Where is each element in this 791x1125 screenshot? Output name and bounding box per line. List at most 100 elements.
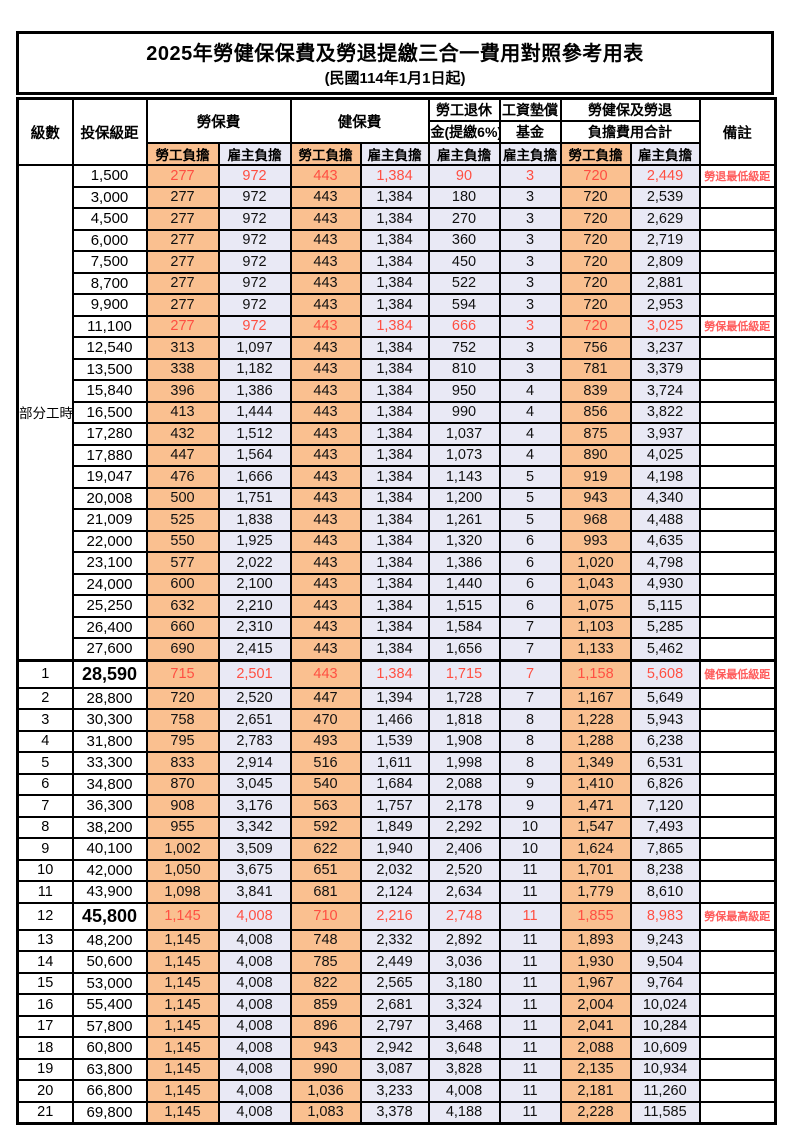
- value-cell: 1,386: [217, 379, 292, 403]
- value-cell: 4,798: [629, 551, 701, 575]
- value-cell: 5: [498, 465, 562, 489]
- value-cell: 2,634: [427, 880, 501, 904]
- value-cell: 443: [289, 551, 362, 575]
- value-cell: 1,384: [359, 465, 430, 489]
- value-cell: 908: [145, 794, 220, 818]
- level-cell: 4: [16, 729, 74, 753]
- value-cell: 972: [217, 271, 292, 295]
- value-cell: 443: [289, 336, 362, 360]
- remark-cell: [698, 443, 777, 467]
- value-cell: 1,145: [145, 1100, 220, 1125]
- value-cell: 10: [498, 815, 562, 839]
- level-cell: 19: [16, 1057, 74, 1081]
- value-cell: 277: [145, 228, 220, 252]
- value-cell: 4,008: [217, 993, 292, 1017]
- value-cell: 5,943: [629, 708, 701, 732]
- remark-cell: [698, 400, 777, 424]
- table-row: 4,500 277 972 443 1,384 270 3 720 2,629: [18, 207, 777, 231]
- value-cell: 1,145: [145, 901, 220, 931]
- value-cell: 1,037: [427, 422, 501, 446]
- subheader-total-employer: 雇主負擔: [629, 142, 701, 166]
- value-cell: 600: [145, 572, 220, 596]
- value-cell: 11: [498, 858, 562, 882]
- value-cell: 3: [498, 164, 562, 188]
- value-cell: 8: [498, 708, 562, 732]
- header-health-insurance: 健保費: [289, 97, 430, 144]
- value-cell: 1,893: [559, 928, 632, 952]
- table-row: 9,900 277 972 443 1,384 594 3 720 2,953: [18, 293, 777, 317]
- value-cell: 3,045: [217, 772, 292, 796]
- value-cell: 3: [498, 250, 562, 274]
- value-cell: 2,032: [359, 858, 430, 882]
- value-cell: 9: [498, 794, 562, 818]
- level-cell: 7: [16, 794, 74, 818]
- value-cell: 443: [289, 443, 362, 467]
- value-cell: 756: [559, 336, 632, 360]
- value-cell: 1,384: [359, 615, 430, 639]
- table-row: 8 38,200 955 3,342 592 1,849 2,292 10 1,547 7,493: [16, 815, 777, 839]
- value-cell: 443: [289, 207, 362, 231]
- value-cell: 1,998: [427, 751, 501, 775]
- value-cell: 2,629: [629, 207, 701, 231]
- value-cell: 1,547: [559, 815, 632, 839]
- table-row: 16,500 413 1,444 443 1,384 990 4 856 3,822: [18, 400, 777, 424]
- value-cell: 6: [498, 551, 562, 575]
- remark-cell: [698, 729, 777, 753]
- value-cell: 681: [289, 880, 362, 904]
- value-cell: 90: [427, 164, 501, 188]
- value-cell: 11: [498, 1100, 562, 1125]
- value-cell: 4,008: [217, 901, 292, 931]
- value-cell: 2,181: [559, 1079, 632, 1103]
- level-cell: 1: [16, 658, 74, 689]
- value-cell: 1,200: [427, 486, 501, 510]
- bracket-cell: 9,900: [71, 293, 148, 317]
- value-cell: 3,087: [359, 1057, 430, 1081]
- value-cell: 710: [289, 901, 362, 931]
- value-cell: 1,133: [559, 637, 632, 661]
- value-cell: 550: [145, 529, 220, 553]
- value-cell: 2,088: [427, 772, 501, 796]
- value-cell: 990: [427, 400, 501, 424]
- header-level: 級數: [16, 97, 74, 166]
- value-cell: 1,384: [359, 637, 430, 661]
- value-cell: 1,715: [427, 658, 501, 689]
- value-cell: 10,609: [629, 1036, 701, 1060]
- value-cell: 11: [498, 901, 562, 931]
- value-cell: 9,504: [629, 950, 701, 974]
- value-cell: 594: [427, 293, 501, 317]
- value-cell: 338: [145, 357, 220, 381]
- bracket-cell: 28,590: [71, 658, 148, 689]
- value-cell: 972: [217, 164, 292, 188]
- header-remark: 備註: [698, 97, 777, 166]
- value-cell: 3,828: [427, 1057, 501, 1081]
- value-cell: 4,008: [217, 950, 292, 974]
- table-row: 11,100 277 972 443 1,384 666 3 720 3,025 勞保最低級距: [18, 314, 777, 338]
- remark-cell: [698, 594, 777, 618]
- value-cell: 11: [498, 1036, 562, 1060]
- value-cell: 1,384: [359, 400, 430, 424]
- bracket-cell: 20,008: [71, 486, 148, 510]
- value-cell: 4,488: [629, 508, 701, 532]
- bracket-cell: 63,800: [71, 1057, 148, 1081]
- table-row: 14 50,600 1,145 4,008 785 2,449 3,036 11 1,930 9,…: [16, 950, 777, 974]
- remark-cell: [698, 271, 777, 295]
- value-cell: 720: [559, 185, 632, 209]
- value-cell: 493: [289, 729, 362, 753]
- value-cell: 810: [427, 357, 501, 381]
- value-cell: 443: [289, 508, 362, 532]
- remark-cell: [698, 551, 777, 575]
- value-cell: 1,384: [359, 185, 430, 209]
- value-cell: 6: [498, 529, 562, 553]
- bracket-cell: 53,000: [71, 971, 148, 995]
- value-cell: 7: [498, 686, 562, 710]
- value-cell: 2,332: [359, 928, 430, 952]
- table-row: 13 48,200 1,145 4,008 748 2,332 2,892 11 1,893 9,…: [16, 928, 777, 952]
- value-cell: 720: [559, 271, 632, 295]
- value-cell: 11: [498, 928, 562, 952]
- value-cell: 1,666: [217, 465, 292, 489]
- table-row: 13,500 338 1,182 443 1,384 810 3 781 3,379: [18, 357, 777, 381]
- value-cell: 1,384: [359, 529, 430, 553]
- value-cell: 1,384: [359, 228, 430, 252]
- value-cell: 8: [498, 751, 562, 775]
- value-cell: 1,103: [559, 615, 632, 639]
